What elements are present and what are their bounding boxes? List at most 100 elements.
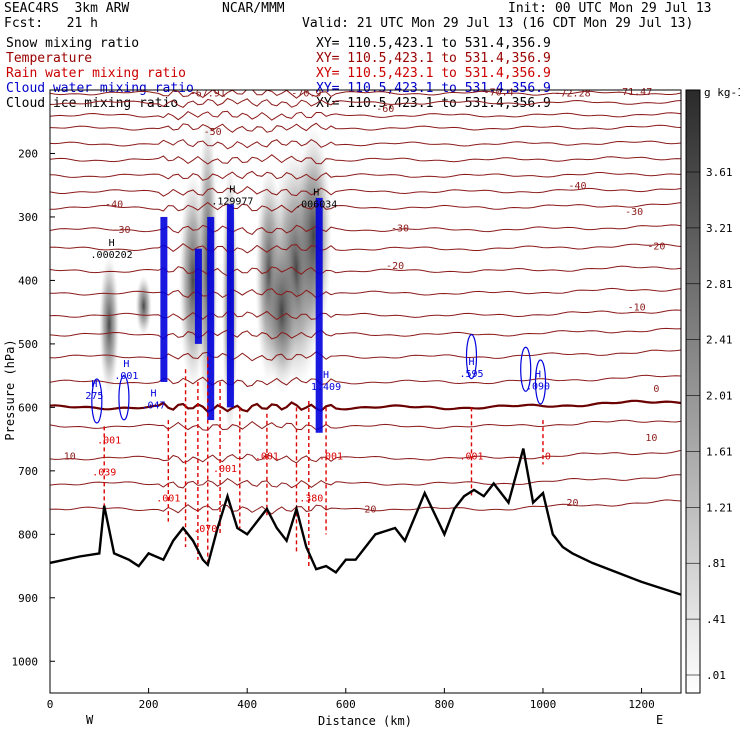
plot-frame — [49, 89, 682, 694]
temperature-contour — [50, 170, 681, 182]
legend-temperature: Temperature — [6, 51, 93, 66]
snow-shading — [99, 254, 120, 395]
temperature-contour — [50, 309, 681, 321]
east-label: E — [656, 713, 663, 727]
temperature-contour-label: 0 — [653, 384, 659, 395]
temperature-contour-label: 10 — [64, 451, 76, 462]
cloud-water-column — [226, 204, 234, 408]
legend-rain-xy: XY= 110.5,423.1 to 531.4,356.9 — [316, 66, 551, 81]
rain-label: .001 — [459, 451, 483, 462]
cloud-water-contour — [534, 359, 547, 405]
temperature-contour-label: 10 — [645, 433, 657, 444]
temperature-contour — [50, 138, 681, 150]
cloud-water-maximum-label: .047 — [141, 401, 165, 412]
x-tick-label: 0 — [47, 698, 54, 711]
y-axis-label: Pressure (hPa) — [3, 339, 17, 440]
freezing-level-line — [50, 399, 681, 414]
cloud-water-contour — [118, 375, 130, 421]
y-tick-label: 300 — [18, 211, 38, 224]
upper-temperature-label: -70.4 — [484, 88, 514, 99]
temperature-contour-label: -20 — [647, 241, 665, 252]
temperature-contour — [50, 97, 681, 108]
upper-temperature-label: -70.9 — [291, 88, 321, 99]
colorbar-label: .41 — [706, 613, 726, 626]
temperature-contour — [50, 349, 681, 362]
snow-shading — [265, 232, 298, 393]
model-title: SEAC4RS 3km ARW — [4, 1, 130, 16]
cloud-water-column — [315, 197, 323, 433]
rain-label: .070 — [193, 524, 217, 535]
rain-label: .001 — [156, 493, 180, 504]
cloud-water-maximum-label: 275 — [85, 391, 103, 402]
x-tick-label: 200 — [139, 698, 159, 711]
cloud-water-maximum-label: .090 — [526, 382, 550, 393]
temperature-contour — [50, 110, 681, 121]
cloud-water-maximum-label: .001 — [114, 371, 138, 382]
cloud-water-maximum-label-marker: H — [123, 359, 129, 370]
temperature-contour — [50, 243, 681, 254]
temperature-contour-label: -30 — [391, 224, 409, 235]
temperature-contour-label: -40 — [568, 181, 586, 192]
legend-rain: Rain water mixing ratio — [6, 66, 187, 81]
legend-snow: Snow mixing ratio — [6, 36, 140, 51]
y-tick-label: 500 — [18, 338, 38, 351]
temperature-contour — [50, 449, 681, 464]
y-tick-label: 900 — [18, 592, 38, 605]
cloud-water-maximum-label-marker: H — [151, 389, 157, 400]
snow-maximum-label-marker: H — [109, 238, 115, 249]
y-tick-label: 600 — [18, 401, 38, 414]
temperature-contour — [50, 474, 681, 489]
temperature-contour — [50, 154, 681, 165]
snow-shading — [135, 275, 152, 336]
colorbar-label: .81 — [706, 557, 726, 570]
colorbar-label: 1.61 — [706, 445, 733, 458]
temperature-contour — [50, 122, 681, 133]
valid-time: Valid: 21 UTC Mon 29 Jul 13 (16 CDT Mon … — [302, 16, 694, 31]
x-tick-label: 400 — [237, 698, 257, 711]
y-tick-label: 400 — [18, 274, 38, 287]
upper-temperature-label: -71.47 — [616, 87, 652, 98]
forecast-hour: Fcst: 21 h — [4, 16, 98, 31]
snow-maximum-label: .006034 — [295, 199, 337, 210]
snow-maximum-label: .129977 — [211, 196, 253, 207]
y-tick-label: 1000 — [12, 655, 39, 668]
rain-label: 0 — [545, 451, 551, 462]
colorbar-label: 2.01 — [706, 390, 733, 403]
temperature-contour-label: -60 — [376, 104, 394, 115]
upper-temperature-label: -67.91 — [190, 88, 226, 99]
temperature-contour — [50, 90, 681, 99]
colorbar-label: 2.81 — [706, 278, 733, 291]
temperature-contour — [50, 265, 681, 277]
y-tick-label: 800 — [18, 528, 38, 541]
terrain-line — [50, 448, 681, 596]
cloud-water-column — [207, 216, 215, 421]
cloud-water-maximum-label-marker: H — [323, 370, 329, 381]
temperature-contour-label: 20 — [364, 505, 376, 516]
west-label: W — [86, 713, 94, 727]
rain-label: .380 — [299, 493, 323, 504]
x-tick-label: 1000 — [530, 698, 557, 711]
temperature-contour — [50, 185, 681, 197]
cloud-water-contour — [91, 378, 103, 424]
colorbar-label: .01 — [706, 669, 726, 682]
x-tick-label: 600 — [336, 698, 356, 711]
init-time: Init: 00 UTC Mon 29 Jul 13 — [508, 1, 712, 16]
cloud-water-maximum-label: .595 — [459, 369, 483, 380]
legend-temperature-xy: XY= 110.5,423.1 to 531.4,356.9 — [316, 51, 551, 66]
cloud-water-column — [194, 248, 202, 344]
temperature-contour — [50, 327, 681, 340]
upper-temperature-label: -72.28 — [554, 88, 590, 99]
colorbar-label: 3.61 — [706, 166, 733, 179]
temperature-contour-label: -40 — [105, 199, 123, 210]
x-axis-label: Distance (km) — [318, 714, 412, 728]
center-label: NCAR/MMM — [222, 1, 285, 16]
rain-label: .001 — [97, 436, 121, 447]
temperature-contour-label: -30 — [112, 225, 130, 236]
cloud-water-contour — [520, 346, 532, 392]
y-tick-label: 700 — [18, 465, 38, 478]
temperature-contour — [50, 287, 681, 299]
x-tick-label: 800 — [434, 698, 454, 711]
snow-maximum-label-marker: H — [229, 184, 235, 195]
colorbar — [685, 89, 701, 694]
